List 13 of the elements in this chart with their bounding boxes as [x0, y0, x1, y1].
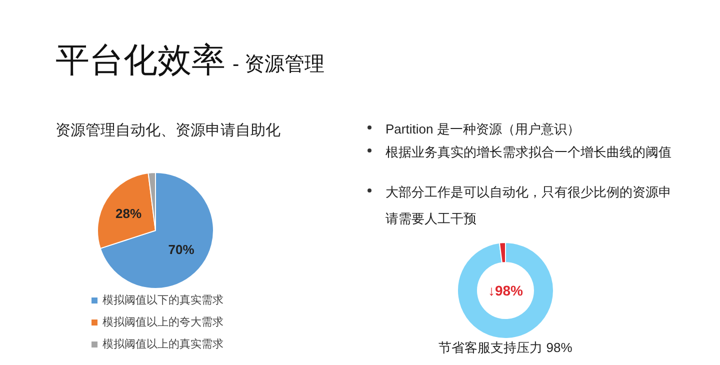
legend-label: 模拟阈值以上的夸大需求: [102, 316, 224, 328]
legend-label: 模拟阈值以下的真实需求: [102, 294, 224, 306]
text: 根据业务真实的增长需求拟合一个增长曲线的阈值: [386, 144, 672, 160]
text: Partition 是一种资源（用户意识）: [386, 122, 580, 136]
data-label: 28%: [116, 206, 142, 221]
text: 平台化效率: [56, 42, 226, 80]
chart-title: 资源管理自动化、资源申请自助化: [56, 122, 280, 139]
text: 节省客服支持压力 98%: [438, 340, 573, 355]
legend-label: 模拟阈值以上的真实需求: [102, 338, 224, 350]
text: 大部分工作是可以自动化，只有很少比例的资源申请需要人工干预: [386, 184, 672, 226]
text: - 资源管理: [232, 54, 325, 76]
data-label: 70%: [168, 242, 195, 257]
data-label: ↓98%: [488, 282, 524, 298]
